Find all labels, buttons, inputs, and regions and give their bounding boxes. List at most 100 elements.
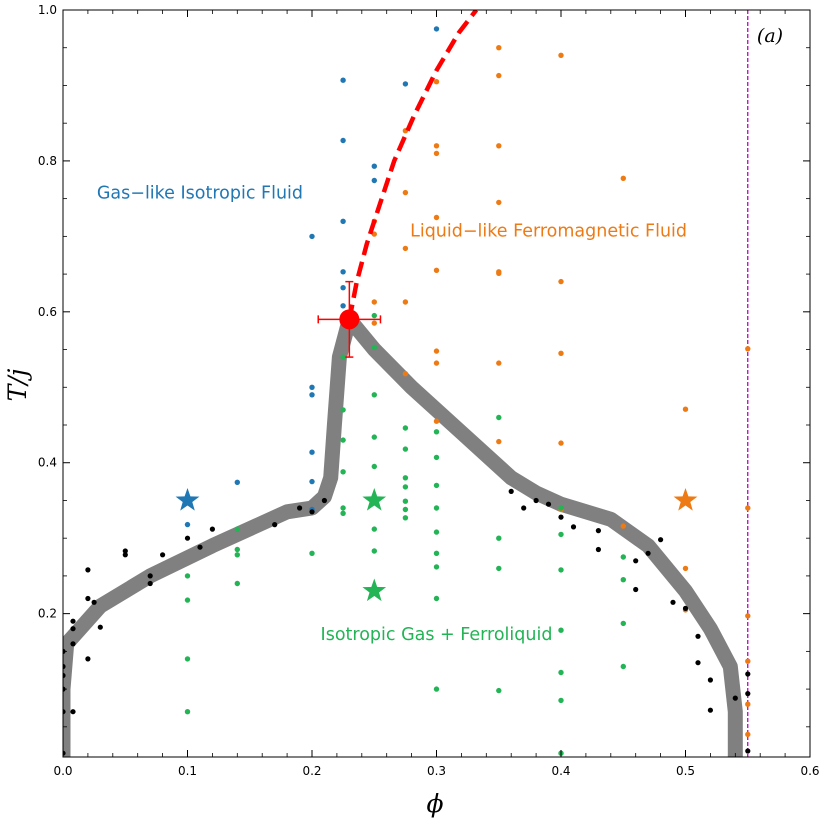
coexist-point — [340, 510, 346, 516]
boundary-point — [70, 709, 76, 715]
gas-point — [309, 449, 315, 455]
coexist-point — [496, 687, 502, 694]
coexist-point — [309, 550, 315, 556]
boundary-point — [97, 624, 103, 630]
x-tick-label: 0.0 — [53, 764, 72, 778]
coexistence-envelope — [63, 311, 743, 757]
ferro-point — [745, 701, 751, 707]
coexist-point — [402, 475, 409, 481]
critical-point — [339, 309, 360, 330]
coexist-point — [433, 550, 440, 556]
coexist-point — [496, 414, 502, 421]
x-axis-title: ϕ — [426, 789, 443, 818]
boundary-point — [745, 671, 751, 677]
ferro-point — [558, 52, 564, 58]
gas-point — [340, 269, 346, 275]
state-point-star — [362, 488, 387, 511]
coexist-point — [402, 484, 409, 490]
boundary-point — [508, 488, 514, 494]
y-tick-label: 1.0 — [38, 3, 57, 17]
ferro-point — [402, 371, 409, 377]
coexist-point — [496, 535, 502, 541]
panel-label: (a) — [757, 25, 783, 47]
boundary-point — [732, 695, 738, 701]
boundary-point — [63, 672, 66, 679]
boundary-point — [122, 548, 128, 554]
coexist-point — [496, 565, 502, 572]
boundary-point — [595, 546, 602, 553]
ferro-point — [496, 438, 502, 445]
ferro-point — [402, 189, 409, 196]
coexist-point — [558, 567, 564, 573]
boundary-point — [297, 505, 303, 511]
boundary-point — [545, 501, 552, 507]
ferro-point — [402, 299, 409, 305]
coexist-point — [402, 446, 409, 452]
boundary-point — [670, 599, 676, 605]
coexist-point — [340, 469, 346, 475]
gas-point — [309, 233, 315, 240]
state-point-star — [175, 488, 200, 511]
gas-point — [234, 479, 240, 485]
ferro-point — [558, 350, 564, 356]
boundary-point — [70, 626, 76, 632]
boundary-point — [70, 641, 76, 647]
ferro-point — [496, 270, 502, 276]
gas-point — [309, 384, 315, 390]
coexist-point — [371, 548, 377, 554]
ferro-point — [371, 231, 377, 237]
boundary-point — [160, 552, 166, 558]
coexist-point — [558, 531, 564, 538]
boundary-point — [122, 552, 128, 558]
boundary-point — [91, 599, 97, 605]
ferro-point — [433, 267, 440, 273]
ferro-point — [433, 360, 440, 366]
boundary-point — [147, 573, 153, 579]
ferro-point — [371, 320, 377, 326]
x-tick-label: 0.6 — [800, 764, 819, 778]
boundary-point — [209, 526, 215, 532]
boundary-point — [533, 497, 539, 504]
axis-ticks: 0.0 0.1 0.2 0.3 0.4 0.5 0.6 0.2 0.4 0.6 0.8 1.0 — [38, 3, 820, 778]
ferro-point — [496, 360, 502, 366]
y-tick-label: 0.4 — [38, 456, 57, 470]
ferro-point — [745, 505, 751, 511]
spinodal-curve — [347, 10, 479, 320]
coexist-point — [184, 597, 191, 603]
coexist-point — [433, 482, 440, 489]
boundary-point — [321, 497, 327, 504]
coexist-point — [402, 425, 409, 431]
y-tick-label: 0.6 — [38, 305, 57, 319]
ferro-point — [496, 72, 502, 79]
coexist-point — [371, 392, 377, 398]
boundary-point — [85, 567, 91, 573]
gas-point — [309, 392, 315, 398]
coexist-point — [620, 620, 626, 627]
boundary-point — [707, 677, 714, 683]
boundary-point — [521, 505, 527, 511]
x-tick-label: 0.2 — [302, 764, 321, 778]
boundary-point — [745, 748, 751, 754]
boundary-point — [70, 618, 76, 624]
coexist-point — [433, 564, 440, 570]
boundary-point — [197, 544, 203, 550]
coexist-point — [433, 595, 440, 602]
ferro-point — [745, 658, 751, 664]
coexist-point — [620, 554, 626, 560]
coexist-point — [371, 344, 377, 350]
coexist-point — [558, 669, 564, 676]
gas-point — [371, 163, 377, 169]
coexist-point — [558, 505, 564, 511]
ferro-point — [496, 143, 502, 149]
y-tick-label: 0.8 — [38, 154, 57, 168]
coexist-point — [234, 526, 240, 532]
boundary-point — [707, 707, 714, 713]
coexist-point — [433, 529, 440, 535]
coexist-point — [371, 434, 377, 440]
ferro-point — [433, 79, 440, 85]
coexist-point — [340, 354, 346, 360]
coexist-point — [340, 437, 346, 443]
region-label-ferromagnetic: Liquid−like Ferromagnetic Fluid — [410, 221, 687, 241]
ferro-point — [745, 613, 751, 619]
